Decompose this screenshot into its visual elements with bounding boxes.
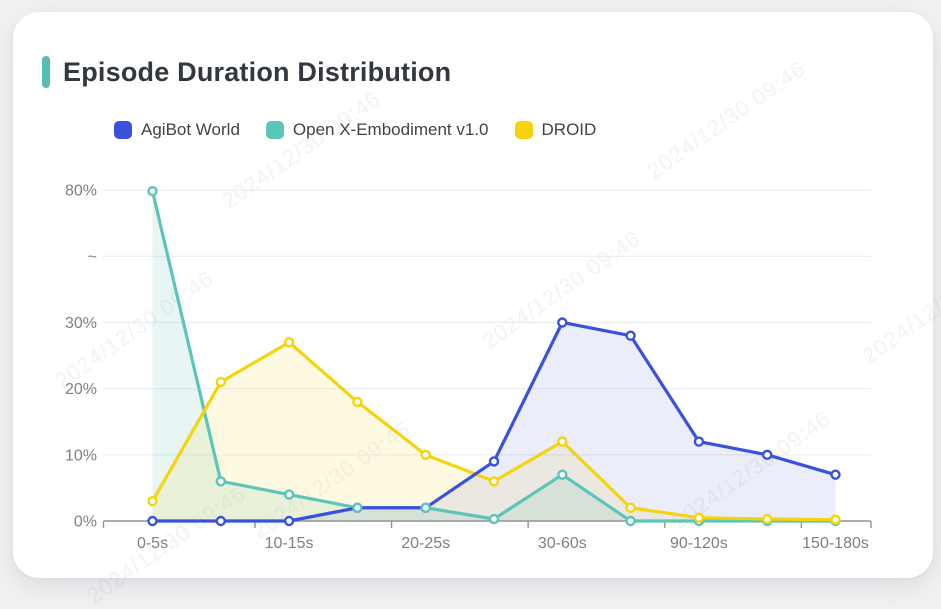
y-axis-labels: 80% ~30% 20% 10% 0%	[65, 183, 97, 531]
svg-text:10%: 10%	[65, 447, 97, 464]
legend-swatch-agibot-world	[114, 121, 132, 139]
svg-text:20%: 20%	[65, 381, 97, 398]
svg-text:90-120s: 90-120s	[670, 535, 728, 552]
svg-text:80%: 80%	[65, 183, 97, 200]
legend-swatch-open-x-embodiment	[265, 121, 284, 139]
series-area-agibot-world	[152, 322, 836, 521]
legend-swatch-droid	[514, 121, 533, 139]
title-accent-bar	[42, 56, 50, 88]
svg-text:150-180s: 150-180s	[802, 535, 869, 552]
grid-lines	[103, 189, 871, 456]
chart-card: Episode Duration Distribution AgiBot Wor…	[13, 12, 941, 609]
svg-text:10-15s: 10-15s	[265, 535, 314, 552]
svg-text:30%: 30%	[65, 315, 97, 332]
series-markers-droid	[147, 337, 841, 525]
chart-legend: AgiBot World Open X-Embodiment v1.0 DROI…	[114, 120, 596, 140]
card-header: Episode Duration Distribution	[42, 56, 451, 88]
x-axis-labels: 0-5s 10-15s 20-25s 30-60s 90-120s 150-180s	[137, 535, 869, 552]
line-chart-canvas[interactable]: 80% ~30% 20% 10% 0% 0-5s 10-15s 20-25s 30-60s 90-…	[13, 12, 933, 578]
svg-text:~: ~	[88, 249, 97, 266]
svg-text:20-25s: 20-25s	[401, 535, 450, 552]
svg-text:0%: 0%	[74, 514, 97, 531]
legend-label: Open X-Embodiment v1.0	[292, 120, 489, 139]
legend-label: AgiBot World	[141, 120, 240, 139]
legend-item-agibot-world[interactable]: AgiBot World	[114, 120, 240, 140]
legend-item-open-x-embodiment[interactable]: Open X-Embodiment v1.0	[265, 120, 489, 140]
series-area-droid	[152, 342, 836, 521]
svg-text:30-60s: 30-60s	[538, 535, 587, 552]
legend-label: DROID	[541, 120, 597, 139]
legend-item-droid[interactable]: DROID	[514, 120, 597, 140]
svg-text:0-5s: 0-5s	[137, 535, 168, 552]
page-title: Episode Duration Distribution	[63, 56, 452, 87]
series-area-open-x-embodiment-v1-0	[152, 191, 836, 521]
